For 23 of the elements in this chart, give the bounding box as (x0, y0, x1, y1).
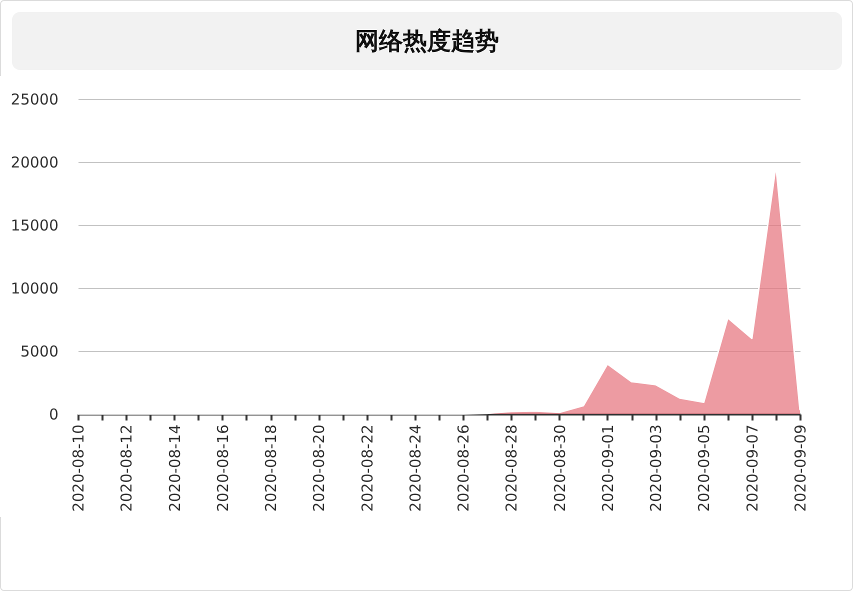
x-tick-label: 2020-08-26 (454, 424, 473, 512)
x-tick-label: 2020-08-30 (550, 424, 569, 512)
x-tick-label: 2020-09-01 (598, 424, 617, 512)
x-tick-label: 2020-08-24 (406, 424, 424, 512)
chart-title: 网络热度趋势 (12, 12, 842, 70)
x-tick-label: 2020-09-09 (792, 424, 810, 512)
x-tick-label: 2020-08-14 (166, 424, 184, 512)
x-tick-label: 2020-08-12 (118, 424, 136, 512)
y-tick-label: 25000 (10, 90, 58, 108)
y-tick-label: 20000 (10, 154, 58, 172)
x-tick-label: 2020-09-07 (743, 424, 762, 512)
x-tick-label: 2020-08-20 (310, 424, 328, 512)
y-tick-label: 0 (48, 406, 58, 424)
x-tick-label: 2020-09-05 (695, 424, 714, 512)
x-tick-label: 2020-08-18 (262, 424, 280, 512)
y-tick-label: 10000 (10, 280, 58, 298)
y-tick-label: 15000 (10, 216, 58, 234)
x-tick-label: 2020-08-28 (502, 424, 521, 512)
y-tick-label: 5000 (20, 342, 58, 360)
x-tick-label: 2020-08-16 (214, 424, 232, 512)
x-tick-label: 2020-08-10 (70, 424, 88, 512)
x-tick-label: 2020-09-03 (647, 424, 666, 512)
x-tick-label: 2020-08-22 (358, 424, 376, 512)
